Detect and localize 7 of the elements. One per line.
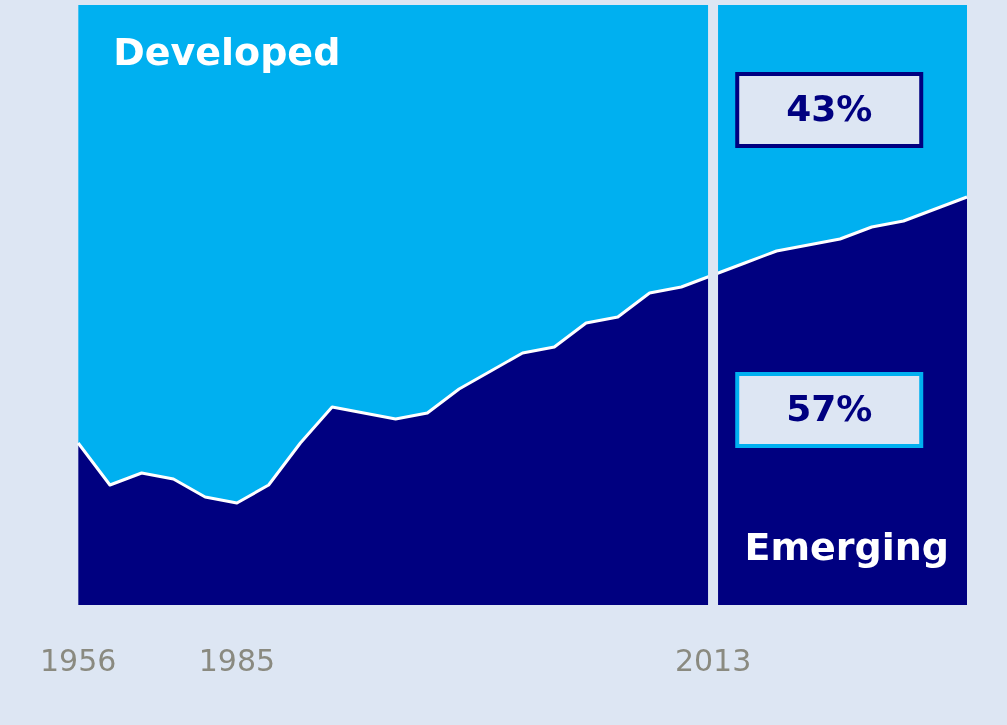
x-tick-label: 1985 [198,642,276,678]
annotation: 57% [786,388,873,430]
series-label: Emerging [744,524,949,569]
x-tick-label: 2013 [674,642,752,678]
series-label: Developed [113,29,341,74]
annotation: 43% [786,88,873,130]
x-tick-label: 1956 [39,642,117,678]
